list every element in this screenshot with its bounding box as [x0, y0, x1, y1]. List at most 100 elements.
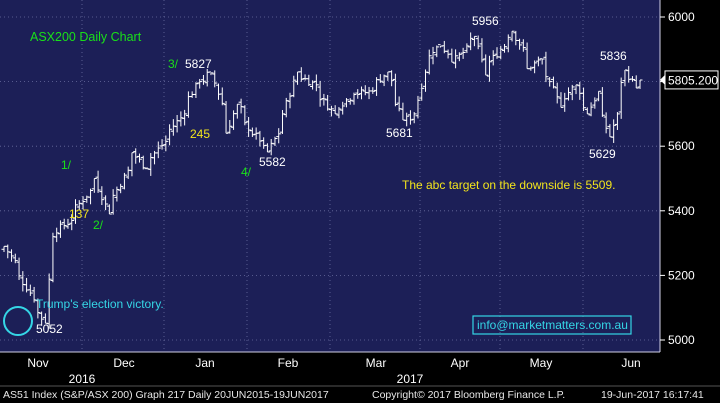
price-bar: [212, 70, 218, 88]
email-text[interactable]: info@marketmatters.com.au: [477, 318, 628, 332]
price-bar: [272, 136, 278, 146]
price-bar: [355, 89, 361, 99]
price-bar: [614, 112, 620, 130]
price-bar: [279, 110, 285, 134]
x-axis: Nov Dec Jan Feb Mar Apr May Jun 2016 2017: [0, 351, 660, 386]
price-bar: [268, 138, 274, 156]
note-election: Trump's election victory.: [36, 297, 164, 311]
price-bar: [618, 77, 624, 119]
price-bar: [633, 75, 639, 89]
price-bar: [453, 49, 459, 69]
price-bar: [57, 220, 63, 238]
price-bar: [392, 73, 398, 107]
price-label-5582: 5582: [259, 155, 286, 169]
price-bar: [287, 92, 293, 109]
price-bar: [468, 32, 474, 51]
price-bar: [144, 167, 150, 170]
last-price-marker: 5805.200: [660, 70, 719, 90]
price-bar: [65, 218, 71, 229]
price-bar: [69, 214, 75, 231]
price-bar: [430, 46, 436, 65]
price-bar: [558, 92, 564, 108]
price-bar: [313, 74, 319, 92]
x-month-label: Nov: [27, 356, 48, 370]
price-bar: [328, 105, 334, 117]
price-bar: [554, 82, 560, 104]
price-bar: [370, 87, 376, 94]
price-bar: [321, 93, 327, 106]
price-bar: [479, 38, 485, 63]
y-tick-label: 5400: [668, 204, 695, 218]
email-box: [472, 315, 632, 335]
wave-label-3: 3/: [168, 57, 179, 71]
wave-label-1: 1/: [61, 158, 72, 172]
price-bar: [596, 90, 602, 102]
price-bar: [539, 58, 545, 65]
price-bar: [486, 55, 492, 82]
price-bar: [340, 101, 346, 115]
election-circle: [3, 306, 33, 336]
wave-label-2: 2/: [93, 218, 104, 232]
y-tick-label: 6000: [668, 10, 695, 24]
x-year-label: 2016: [69, 372, 96, 386]
price-bar: [118, 183, 124, 194]
price-bar: [106, 204, 112, 215]
price-bar: [456, 52, 462, 62]
x-month-label: May: [530, 356, 553, 370]
price-bar: [54, 227, 60, 243]
price-bar: [464, 43, 470, 54]
price-bar: [490, 50, 496, 66]
price-bar: [298, 67, 304, 82]
price-label-5052: 5052: [36, 322, 63, 336]
x-month-label: Feb: [278, 356, 299, 370]
price-bar: [611, 119, 617, 143]
price-bar: [110, 189, 116, 215]
price-bar: [599, 87, 605, 117]
price-bar: [325, 94, 331, 111]
price-bar: [389, 70, 395, 87]
price-bar: [434, 45, 440, 58]
price-bar: [622, 69, 628, 87]
price-bar: [498, 45, 504, 60]
price-label-5629: 5629: [589, 147, 616, 161]
price-bar: [471, 35, 477, 47]
price-bar: [291, 75, 297, 98]
price-bar: [411, 112, 417, 124]
price-bar: [73, 199, 79, 224]
price-bar: [182, 109, 188, 126]
price-bar: [317, 80, 323, 107]
price-bar: [535, 56, 541, 67]
price-bar: [129, 152, 135, 177]
price-bar: [637, 79, 643, 90]
price-bar: [520, 39, 526, 52]
price-bar: [532, 60, 538, 74]
last-price-box: [664, 70, 719, 90]
price-bar: [407, 110, 413, 125]
price-bar: [9, 249, 15, 262]
price-bar: [517, 38, 523, 50]
price-label-5836: 5836: [600, 49, 627, 63]
price-bar: [426, 49, 432, 75]
price-bar: [208, 71, 214, 76]
price-bar: [310, 80, 316, 90]
price-bar: [136, 153, 142, 163]
price-bar: [584, 107, 590, 115]
price-bar: [219, 87, 225, 106]
price-bar: [377, 74, 383, 83]
price-bar: [588, 102, 594, 117]
price-bar: [16, 257, 22, 280]
price-bar: [336, 107, 342, 119]
price-bar: [39, 311, 45, 326]
price-bar: [159, 139, 165, 150]
price-bar: [332, 105, 338, 115]
price-bar: [197, 78, 203, 89]
price-bars: [1, 30, 643, 329]
price-bar: [114, 186, 120, 202]
footer-timestamp: 19-Jun-2017 16:17:41: [601, 389, 704, 401]
price-bar: [80, 196, 86, 210]
footer-copyright: Copyright© 2017 Bloomberg Finance L.P.: [372, 389, 565, 401]
price-bar: [133, 148, 139, 164]
x-year-label: 2017: [397, 372, 424, 386]
price-bar: [543, 51, 549, 83]
